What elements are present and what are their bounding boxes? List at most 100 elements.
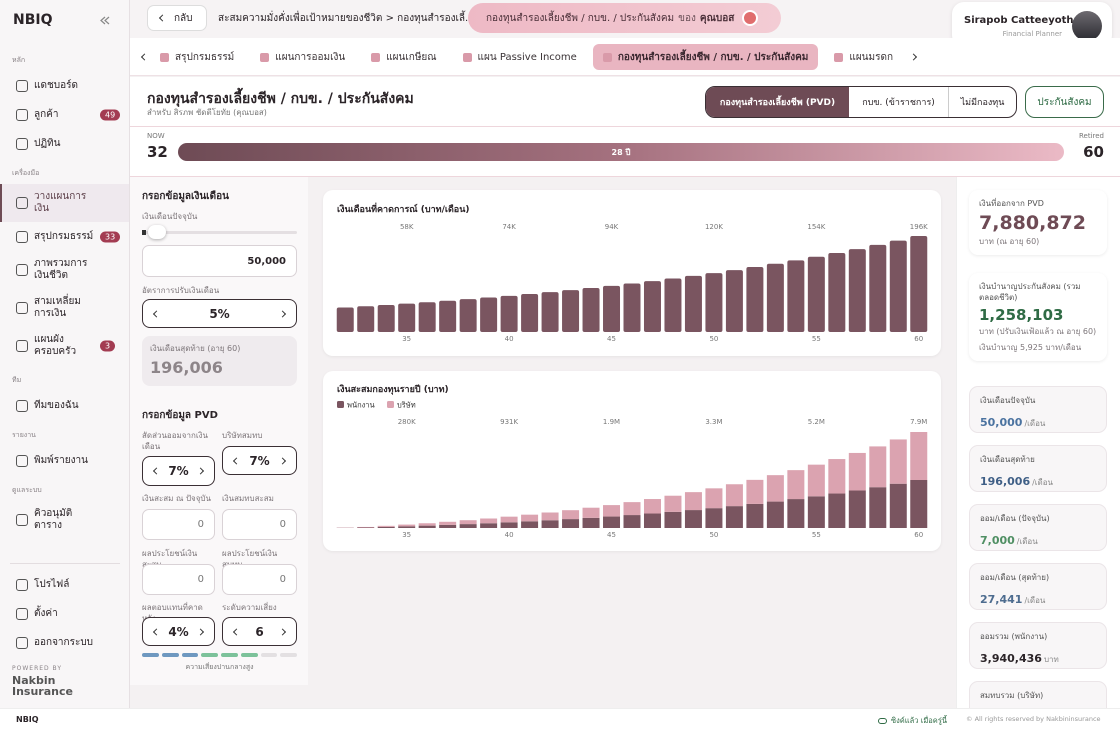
stepper[interactable]: 7%	[142, 456, 215, 486]
tab[interactable]: แผนการออมเงิน	[250, 44, 355, 70]
nav-item[interactable]: ตั้งค่า	[0, 599, 129, 628]
increment[interactable]	[196, 627, 205, 636]
nav-label: คิวอนุมัติตาราง	[34, 508, 73, 531]
tab-label: กองทุนสำรองเลี้ยงชีพ / กบข. / ประกันสังค…	[617, 51, 809, 63]
copyright: © All rights reserved by Nakbininsurance	[966, 715, 1101, 723]
decrement[interactable]	[232, 627, 241, 636]
tab[interactable]: แผนมรดก	[824, 44, 903, 70]
total-label: 931K	[500, 418, 518, 426]
user-avatar	[1072, 11, 1102, 41]
nav-item[interactable]: ปฏิทิน	[0, 129, 129, 158]
tabs-prev[interactable]	[140, 52, 149, 61]
bar-segment	[500, 516, 518, 523]
bar-segment	[664, 495, 682, 512]
tab-icon	[834, 52, 844, 62]
collapse-icon[interactable]	[100, 16, 110, 25]
bar-segment	[725, 506, 743, 528]
field-input[interactable]: 0	[142, 509, 215, 540]
badge: 33	[100, 231, 121, 242]
nav-item[interactable]: คิวอนุมัติตาราง	[0, 501, 129, 539]
nav-item[interactable]: วางแผนการเงิน	[0, 184, 129, 222]
tab[interactable]: สรุปกรมธรรม์	[150, 44, 244, 70]
nav-item[interactable]: ออกจากระบบ	[0, 628, 129, 657]
stepper[interactable]: 6	[222, 617, 297, 646]
nav-item[interactable]: แดชบอร์ด	[0, 71, 129, 100]
fund-option[interactable]: กองทุนสำรองเลี้ยงชีพ (PVD)	[706, 87, 849, 117]
nav-item[interactable]: ลูกค้า 49	[0, 100, 129, 129]
salary-input[interactable]: 50,000	[142, 245, 297, 277]
tab[interactable]: กองทุนสำรองเลี้ยงชีพ / กบข. / ประกันสังค…	[592, 44, 819, 70]
owner: คุณบอส	[699, 12, 735, 24]
nav-icon	[16, 636, 28, 649]
bar-segment	[398, 524, 416, 527]
tab-icon	[462, 52, 472, 62]
sync-text: ซิงค์แล้ว เมื่อครู่นี้	[891, 715, 947, 725]
field-input[interactable]: 0	[142, 564, 215, 595]
tab[interactable]: แผนเกษียณ	[361, 44, 446, 70]
chart: 35 40 45 50 55 60 พนักงาน บริษัท 280K 931K 1.9M 3.3…	[336, 401, 927, 539]
bar-segment	[439, 524, 457, 528]
total-label: 280K	[398, 418, 416, 426]
increment[interactable]	[278, 456, 287, 465]
bar-segment	[869, 487, 887, 528]
footer-logo: NBIQ	[16, 715, 39, 724]
increment[interactable]	[278, 309, 287, 318]
nav-icon	[16, 340, 28, 352]
nav-label: ลูกค้า	[34, 108, 59, 120]
nav-item[interactable]: ภาพรวมการเงินชีวิต	[0, 251, 129, 289]
fund-switch: กองทุนสำรองเลี้ยงชีพ (PVD) กบข. (ข้าราชก…	[705, 86, 1017, 118]
x-tick-label: 50	[709, 531, 718, 539]
slider-knob[interactable]	[148, 225, 166, 239]
decrement[interactable]	[152, 467, 161, 475]
nav-item[interactable]: แผนผังครอบครัว 3	[0, 327, 129, 365]
timeline-bar: 28 ปี	[178, 143, 1064, 161]
value-label: 196K	[910, 223, 928, 231]
bar-segment	[541, 512, 559, 521]
fund-option[interactable]: กบข. (ข้าราชการ)	[849, 87, 949, 117]
nav-icon	[16, 578, 28, 591]
field-input[interactable]: 0	[222, 564, 297, 595]
bar-segment	[377, 525, 395, 527]
social-button[interactable]: ประกันสังคม	[1025, 86, 1104, 118]
value-label: 58K	[400, 223, 414, 231]
nav-label: ออกจากระบบ	[34, 636, 94, 648]
increment[interactable]	[196, 467, 205, 475]
nav-item[interactable]: ทีมของฉัน	[0, 391, 129, 420]
risk-segment	[142, 653, 159, 657]
tabs-next[interactable]	[909, 52, 918, 61]
back-button[interactable]: กลับ	[147, 5, 207, 31]
x-tick-label: 55	[812, 531, 821, 539]
user-name: Sirapob Catteeyothai	[964, 15, 1084, 26]
nav-label: แดชบอร์ด	[34, 79, 78, 91]
nav-item[interactable]: พิมพ์รายงาน	[0, 446, 129, 475]
raise-stepper[interactable]: 5%	[142, 299, 297, 328]
increment[interactable]	[278, 627, 287, 636]
field-label: เงินสมทบสะสม	[222, 494, 274, 503]
bar-segment	[357, 527, 375, 528]
tab-bar: สรุปกรมธรรม์ แผนการออมเงิน แผนเกษียณ แผน Pa…	[130, 38, 1120, 76]
field-input[interactable]: 0	[222, 509, 297, 540]
decrement[interactable]	[152, 627, 161, 636]
nav-item[interactable]: สรุปกรมธรรม์ 33	[0, 222, 129, 251]
legend-label: พนักงาน	[347, 401, 375, 410]
nav-item[interactable]: โปรไฟล์	[0, 570, 129, 599]
owner-avatar	[742, 10, 759, 26]
tab[interactable]: แผน Passive Income	[453, 44, 587, 70]
bar	[603, 285, 621, 332]
bar	[643, 281, 661, 332]
bar-segment	[787, 499, 805, 528]
slider[interactable]	[142, 225, 297, 239]
risk-segment	[221, 653, 238, 657]
stepper[interactable]: 7%	[222, 446, 297, 475]
bar-segment	[705, 508, 723, 528]
bar-segment	[623, 502, 641, 516]
stepper[interactable]: 4%	[142, 617, 215, 646]
fund-option[interactable]: ไม่มีกองทุน	[960, 98, 1005, 108]
decrement[interactable]	[232, 456, 241, 465]
decrement[interactable]	[152, 309, 161, 318]
footer: NBIQ ซิงค์แล้ว เมื่อครู่นี้ © All rights…	[0, 708, 1120, 731]
nav-item[interactable]: สามเหลี่ยมการเงิน	[0, 289, 129, 327]
field-label: เงินสะสม ณ ปัจจุบัน	[142, 494, 211, 503]
bar	[459, 299, 477, 332]
sidebar: NBIQ หลัก แดชบอร์ด ลูกค้า 49 ปฏิทิน เครื่องมื…	[0, 0, 130, 708]
